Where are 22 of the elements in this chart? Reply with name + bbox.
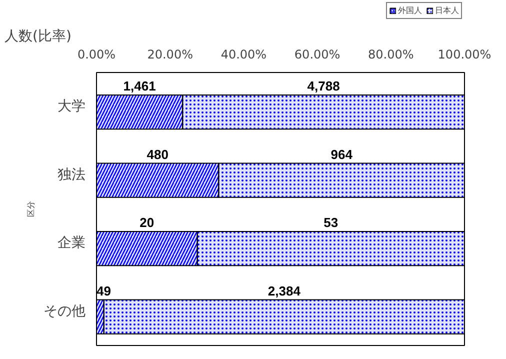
- annotation: 1,461: [123, 78, 156, 94]
- annotation: 2,384: [268, 283, 302, 298]
- y-tick-label: 独法: [58, 166, 86, 183]
- x-tick-label: 0.00%: [77, 48, 116, 62]
- x-axis-title: 人数(比率): [4, 28, 72, 44]
- annotation: 480: [146, 146, 168, 162]
- y-tick-label: 企業: [58, 235, 86, 252]
- annotation: 53: [324, 215, 338, 230]
- x-tick-label: 20.00%: [147, 48, 193, 62]
- legend-label: 外国人: [398, 5, 422, 16]
- y-axis-title: 区分: [26, 201, 36, 217]
- annotation: 20: [140, 215, 154, 230]
- annotation: 964: [330, 146, 354, 162]
- x-tick-label: 40.00%: [220, 48, 267, 62]
- x-tick-label: 100.00%: [438, 48, 492, 62]
- annotation: 4,788: [307, 78, 340, 94]
- x-tick-label: 80.00%: [368, 48, 414, 62]
- x-tick-label: 60.00%: [294, 48, 340, 62]
- annotation: 49: [96, 283, 111, 298]
- y-tick-label: その他: [44, 303, 86, 320]
- y-tick-label: 大学: [58, 98, 86, 115]
- legend-label: 日本人: [435, 5, 459, 16]
